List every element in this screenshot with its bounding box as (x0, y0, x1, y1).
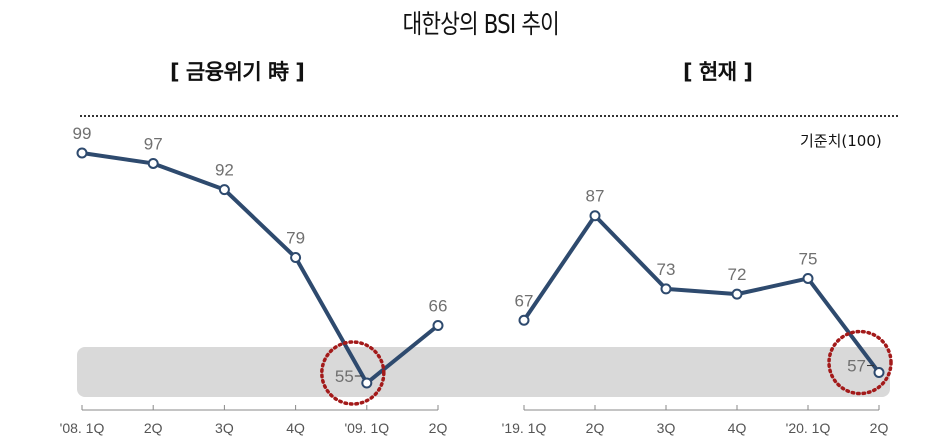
chart-title: 대한상의 BSI 추이 (402, 10, 560, 40)
data-value-label: 66 (429, 297, 448, 316)
data-point-marker (361, 377, 373, 389)
data-point-marker (290, 252, 302, 264)
panel-title-financial-crisis: [ 금융위기 時 ] (170, 60, 305, 84)
reference-line-label: 기준치(100) (800, 132, 882, 150)
series-line (522, 213, 881, 374)
x-tick-label: 2Q (870, 420, 889, 436)
x-tick-label: '08. 1Q (60, 420, 105, 436)
data-point-marker (802, 272, 814, 284)
data-point-marker (76, 147, 88, 159)
data-value-label: 55 (335, 367, 354, 386)
x-tick-label: 3Q (657, 420, 676, 436)
data-value-label: 67 (515, 291, 534, 310)
data-point-marker (660, 283, 672, 295)
data-point-marker (873, 367, 885, 379)
data-value-label: 87 (586, 187, 605, 206)
min-highlight-circle (827, 329, 893, 396)
data-value-label: 99 (73, 124, 92, 143)
data-value-label: 75 (799, 249, 818, 268)
x-tick-label: 3Q (215, 420, 234, 436)
panel-title-current: [ 현재 ] (683, 60, 753, 84)
x-tick-label: 2Q (144, 420, 163, 436)
x-tick-label: '20. 1Q (786, 420, 831, 436)
min-highlight-circle (320, 340, 386, 406)
data-value-label: 79 (286, 229, 305, 248)
plot-area: '08. 1Q 2Q 3Q 4Q '09. 1Q 2Q 99 97 92 79 55 66 '19. 1… (60, 124, 893, 436)
x-tick-label: 4Q (286, 420, 305, 436)
data-point-marker (518, 314, 530, 326)
data-point-marker (147, 157, 159, 169)
data-point-marker (731, 288, 743, 300)
x-tick-label: 4Q (728, 420, 747, 436)
data-point-marker (432, 320, 444, 331)
data-value-label: 72 (728, 265, 747, 284)
x-tick-label: 2Q (586, 420, 605, 436)
data-value-label: 97 (144, 134, 163, 153)
data-point-marker (218, 184, 230, 196)
data-value-label: 92 (215, 161, 234, 180)
x-tick-label: 2Q (429, 420, 448, 436)
data-value-label: 57 (847, 357, 866, 376)
data-value-label: 73 (657, 260, 676, 279)
data-point-marker (589, 210, 601, 222)
x-tick-label: '19. 1Q (502, 420, 547, 436)
series-line (81, 151, 440, 385)
highlight-band (77, 347, 890, 397)
x-tick-label: '09. 1Q (344, 420, 389, 436)
